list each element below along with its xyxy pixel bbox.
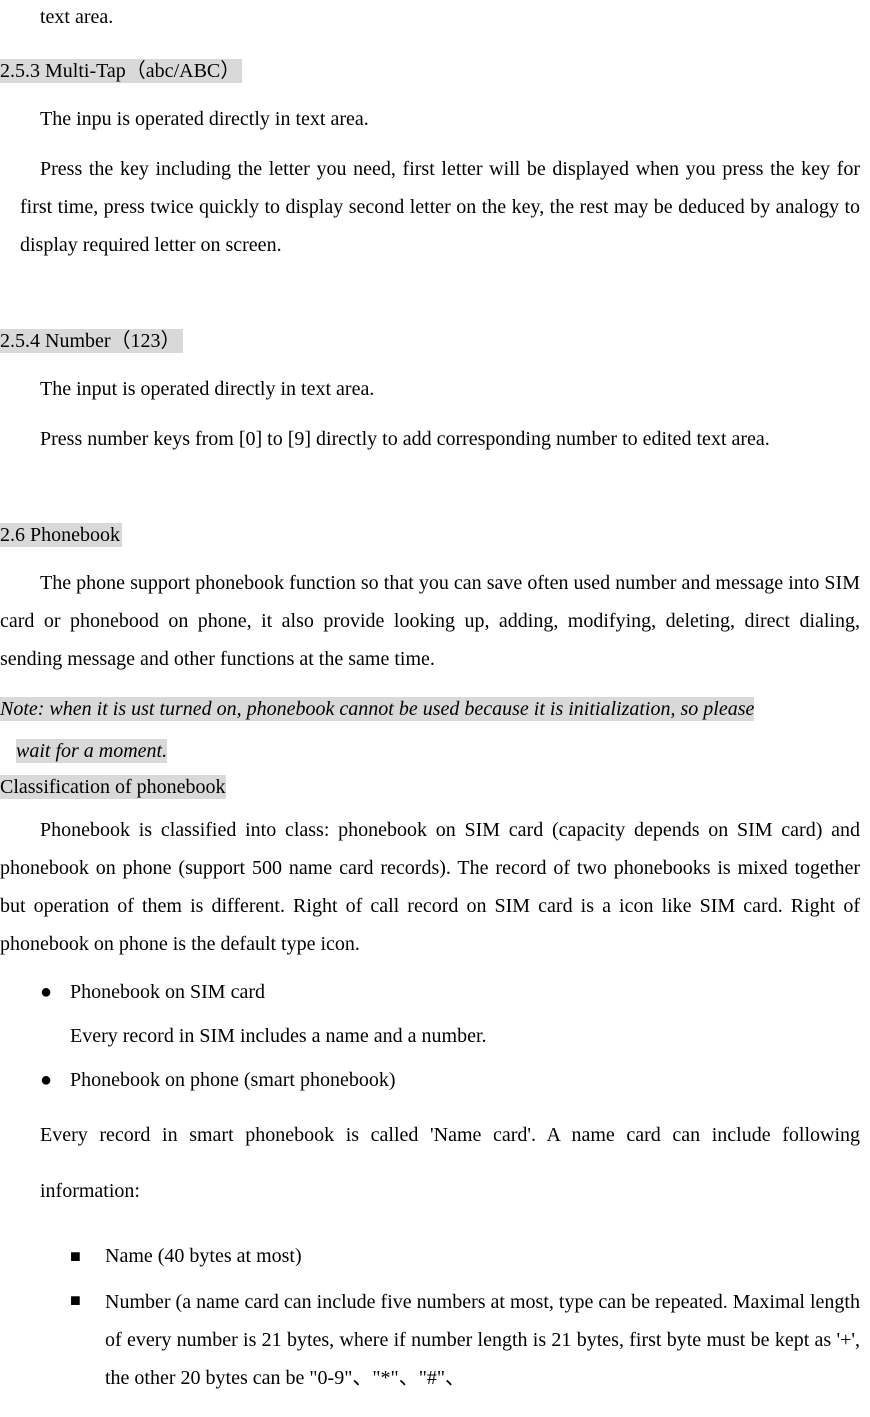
sq-name-text: Name (40 bytes at most) [105, 1239, 860, 1273]
s254-p1: The input is operated directly in text a… [0, 370, 860, 408]
heading-26: 2.6 Phonebook [0, 523, 122, 547]
fragment-top: text area. [0, 0, 860, 34]
bullet-sim: ● Phonebook on SIM card [0, 975, 860, 1009]
note-line2-row: wait for a moment. [0, 732, 860, 770]
bullet-dot-icon: ● [0, 975, 70, 1009]
heading-254-row: 2.5.4 Number（123） [0, 324, 860, 358]
note-line2: wait for a moment. [16, 739, 167, 763]
sq-number-text: Number (a name card can include five num… [105, 1283, 860, 1397]
heading-253: 2.5.3 Multi-Tap（abc/ABC） [0, 59, 242, 83]
document-page: text area. 2.5.3 Multi-Tap（abc/ABC） The … [0, 0, 870, 1397]
heading-254: 2.5.4 Number（123） [0, 329, 183, 353]
s26-p1: The phone support phonebook function so … [0, 564, 860, 678]
subheading-row: Classification of phonebook [0, 776, 860, 799]
bullet-dot-icon: ● [0, 1063, 70, 1097]
heading-253-row: 2.5.3 Multi-Tap（abc/ABC） [0, 54, 860, 88]
spacer [0, 276, 860, 304]
s26-p3: Every record in smart phonebook is calle… [40, 1107, 860, 1219]
s26-p2: Phonebook is classified into class: phon… [0, 811, 860, 963]
note-line1-row: Note: when it is ust turned on, phoneboo… [0, 690, 860, 728]
bullet-sim-sub: Every record in SIM includes a name and … [0, 1019, 860, 1053]
square-bullet-icon: ■ [0, 1239, 105, 1273]
heading-26-row: 2.6 Phonebook [0, 518, 860, 552]
spacer [0, 470, 860, 498]
bullet-phone-text: Phonebook on phone (smart phonebook) [70, 1063, 860, 1097]
sq-bullet-number: ■ Number (a name card can include five n… [0, 1283, 860, 1397]
subheading-classification: Classification of phonebook [0, 775, 226, 799]
note-line1: Note: when it is ust turned on, phoneboo… [0, 697, 754, 721]
sq-bullet-name: ■ Name (40 bytes at most) [0, 1239, 860, 1273]
square-bullet-icon: ■ [0, 1283, 105, 1317]
s253-p1: The inpu is operated directly in text ar… [0, 100, 860, 138]
bullet-sim-text: Phonebook on SIM card [70, 975, 860, 1009]
bullet-phone: ● Phonebook on phone (smart phonebook) [0, 1063, 860, 1097]
s253-p2: Press the key including the letter you n… [0, 150, 860, 264]
s254-p2: Press number keys from [0] to [9] direct… [0, 420, 860, 458]
